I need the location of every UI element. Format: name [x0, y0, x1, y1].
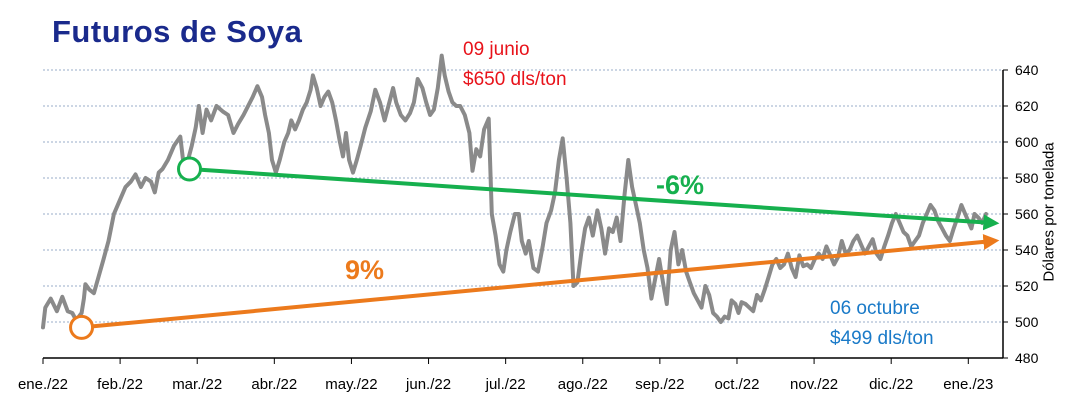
- y-tick-label: 600: [1015, 134, 1039, 150]
- y-tick-label: 640: [1015, 62, 1039, 78]
- trendline-start-marker: [69, 314, 95, 340]
- x-tick-label: oct./22: [714, 376, 759, 393]
- trendline-start-marker: [177, 156, 203, 182]
- y-tick-label: 560: [1015, 206, 1039, 222]
- x-tick-label: dic./22: [869, 376, 913, 393]
- y-tick-label: 520: [1015, 278, 1039, 294]
- x-tick-label: ene./23: [943, 376, 993, 393]
- y-tick-label: 580: [1015, 170, 1039, 186]
- y-tick-label: 500: [1015, 314, 1039, 330]
- price-series-line: [41, 53, 988, 330]
- y-tick-label: 620: [1015, 98, 1039, 114]
- x-tick-label: abr./22: [251, 376, 297, 393]
- x-tick-label: ene./22: [18, 376, 68, 393]
- x-tick-label: nov./22: [790, 376, 838, 393]
- y-axis-label: Dólares por tonelada: [1040, 142, 1058, 282]
- x-tick-label: jun./22: [405, 376, 451, 393]
- annotation-june-date: 09 junio: [463, 39, 530, 60]
- x-tick-label: may./22: [325, 376, 377, 393]
- y-tick-label: 480: [1015, 350, 1039, 366]
- x-tick-label: feb./22: [97, 376, 143, 393]
- x-tick-label: ago./22: [558, 376, 608, 393]
- x-tick-label: sep./22: [635, 376, 684, 393]
- trendline-green: [189, 167, 1000, 231]
- annotation-october-low: 06 octubre $499 dls/ton: [830, 294, 934, 354]
- y-tick-label: 540: [1015, 242, 1039, 258]
- annotation-october-date: 06 octubre: [830, 298, 920, 319]
- annotation-october-price: $499 dls/ton: [830, 328, 934, 349]
- chart-title: Futuros de Soya: [52, 14, 303, 49]
- trendline-green-label: -6%: [656, 170, 705, 200]
- x-tick-label: mar./22: [172, 376, 222, 393]
- annotation-june-high: 09 junio $650 dls/ton: [463, 35, 567, 95]
- trendline-orange-label: 9%: [345, 255, 385, 285]
- trendline-orange: [81, 233, 1000, 330]
- x-tick-label: jul./22: [485, 376, 526, 393]
- annotation-june-price: $650 dls/ton: [463, 69, 567, 90]
